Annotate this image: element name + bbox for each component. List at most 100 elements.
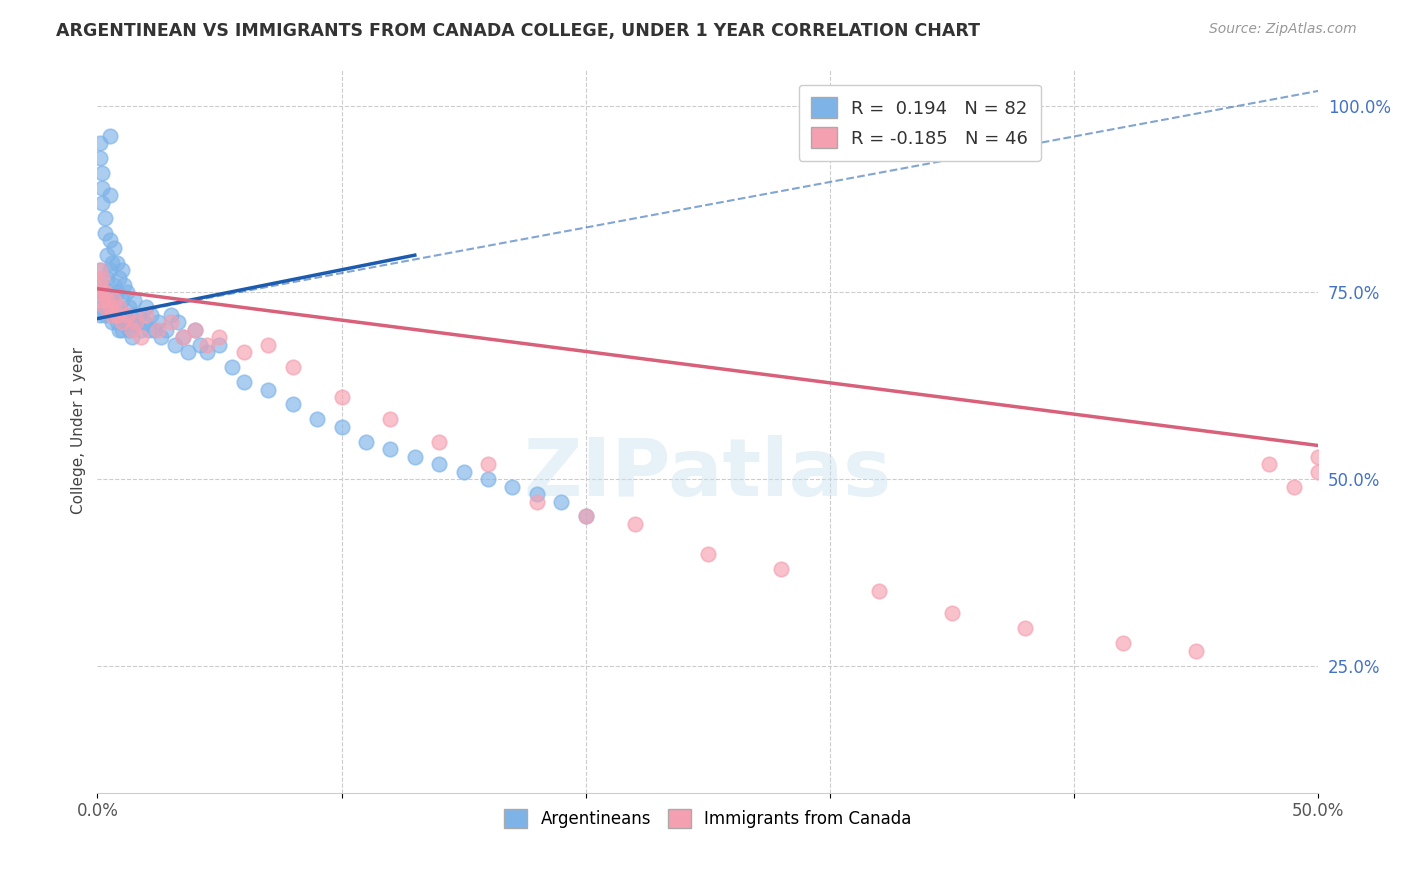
Point <box>176 345 198 359</box>
Point <box>93 211 115 225</box>
Point <box>142 323 165 337</box>
Point <box>132 315 155 329</box>
Point <box>98 128 121 143</box>
Point <box>105 255 128 269</box>
Point <box>125 315 148 329</box>
Point <box>172 330 194 344</box>
Point <box>477 472 499 486</box>
Text: Source: ZipAtlas.com: Source: ZipAtlas.com <box>1209 22 1357 37</box>
Point <box>96 248 118 262</box>
Point <box>159 315 181 329</box>
Point <box>98 263 121 277</box>
Point <box>91 293 114 307</box>
Point <box>208 337 231 351</box>
Point <box>404 450 426 464</box>
Point <box>101 308 124 322</box>
Point <box>98 301 121 315</box>
Point <box>89 263 111 277</box>
Point <box>105 285 128 300</box>
Y-axis label: College, Under 1 year: College, Under 1 year <box>72 347 86 514</box>
Point <box>477 457 499 471</box>
Point <box>122 293 145 307</box>
Point <box>188 337 211 351</box>
Point <box>135 308 157 322</box>
Point <box>105 308 128 322</box>
Point <box>98 233 121 247</box>
Point <box>257 337 280 351</box>
Point <box>89 308 111 322</box>
Point <box>139 308 162 322</box>
Point <box>138 323 160 337</box>
Point <box>159 308 181 322</box>
Point <box>112 278 135 293</box>
Point <box>330 390 353 404</box>
Point <box>550 494 572 508</box>
Point <box>111 263 134 277</box>
Point <box>501 479 523 493</box>
Point <box>330 420 353 434</box>
Point <box>148 315 170 329</box>
Point <box>208 330 231 344</box>
Point <box>101 315 124 329</box>
Point <box>184 323 207 337</box>
Point <box>184 323 207 337</box>
Point <box>103 241 125 255</box>
Point <box>98 188 121 202</box>
Point <box>91 278 114 293</box>
Point <box>101 255 124 269</box>
Point <box>89 285 111 300</box>
Point <box>453 465 475 479</box>
Point <box>115 315 138 329</box>
Point <box>380 442 402 457</box>
Point <box>526 487 548 501</box>
Point <box>1185 644 1208 658</box>
Point <box>91 301 114 315</box>
Point <box>380 412 402 426</box>
Point <box>131 323 153 337</box>
Point <box>105 315 128 329</box>
Point <box>195 345 218 359</box>
Point <box>427 457 450 471</box>
Point <box>1258 457 1281 471</box>
Point <box>575 509 598 524</box>
Point <box>167 315 190 329</box>
Point <box>89 136 111 151</box>
Point <box>526 494 548 508</box>
Point <box>232 345 254 359</box>
Point <box>575 509 598 524</box>
Point <box>108 270 131 285</box>
Point <box>172 330 194 344</box>
Text: ARGENTINEAN VS IMMIGRANTS FROM CANADA COLLEGE, UNDER 1 YEAR CORRELATION CHART: ARGENTINEAN VS IMMIGRANTS FROM CANADA CO… <box>56 22 980 40</box>
Point <box>108 301 131 315</box>
Point <box>232 375 254 389</box>
Point <box>111 315 134 329</box>
Point <box>115 308 138 322</box>
Point <box>118 323 141 337</box>
Point <box>91 166 114 180</box>
Text: ZIPatlas: ZIPatlas <box>523 435 891 513</box>
Point <box>1308 450 1330 464</box>
Point <box>91 270 114 285</box>
Point <box>149 330 172 344</box>
Point <box>96 293 118 307</box>
Point <box>281 360 304 375</box>
Point <box>89 263 111 277</box>
Point <box>115 285 138 300</box>
Point <box>93 293 115 307</box>
Point <box>1014 622 1036 636</box>
Point <box>257 383 280 397</box>
Point <box>108 323 131 337</box>
Point <box>101 285 124 300</box>
Point <box>1308 465 1330 479</box>
Point <box>111 293 134 307</box>
Point <box>93 308 115 322</box>
Point <box>281 397 304 411</box>
Point <box>221 360 243 375</box>
Point <box>165 337 187 351</box>
Point <box>96 301 118 315</box>
Point <box>125 315 148 329</box>
Point <box>121 330 143 344</box>
Point <box>93 301 115 315</box>
Point <box>307 412 329 426</box>
Point <box>868 584 890 599</box>
